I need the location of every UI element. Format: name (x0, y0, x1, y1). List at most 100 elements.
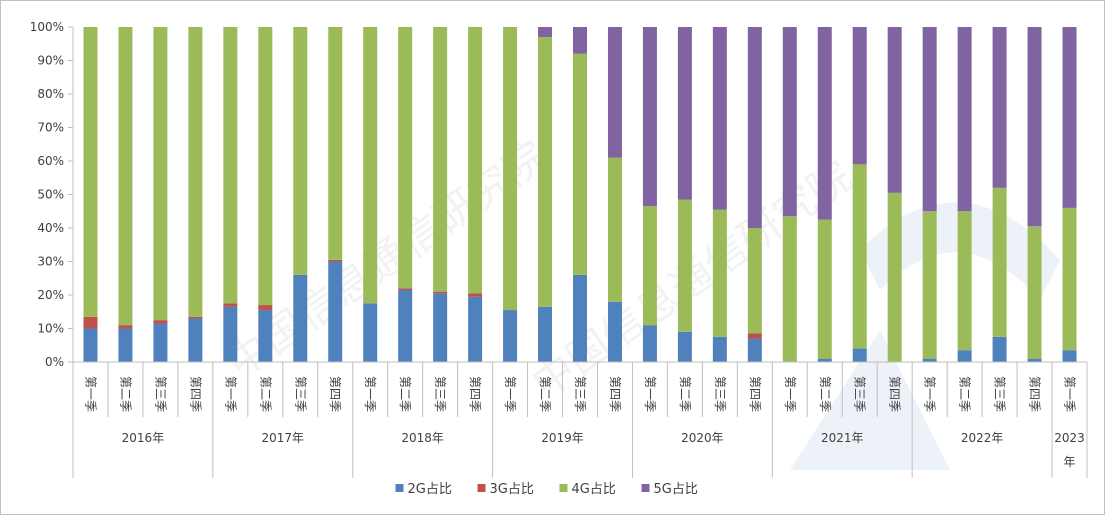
bar-segment-2G占比 (922, 358, 937, 362)
bar-segment-2G占比 (712, 336, 727, 363)
bar-segment-4G占比 (887, 192, 902, 362)
bar-segment-3G占比 (328, 259, 343, 262)
bar-segment-2G占比 (642, 325, 657, 362)
bar-segment-4G占比 (747, 228, 762, 334)
y-tick-label: 50% (37, 188, 64, 202)
bar-segment-4G占比 (328, 27, 343, 260)
bar-segment-4G占比 (153, 27, 168, 321)
x-category-label: 第四季 (328, 376, 342, 412)
bar-segment-2G占比 (258, 310, 273, 362)
x-category-label: 第四季 (608, 376, 622, 412)
bar-segment-2G占比 (573, 274, 587, 362)
bar-segment-2G占比 (83, 328, 98, 362)
x-category-label: 第四季 (1028, 376, 1042, 412)
bar-segment-5G占比 (642, 27, 657, 207)
bar-segment-5G占比 (992, 27, 1007, 188)
watermark-logo-stroke (790, 330, 950, 470)
y-tick-label: 90% (37, 54, 64, 68)
legend-swatch (395, 484, 404, 492)
legend-label: 2G占比 (408, 482, 452, 497)
x-category-label: 第一季 (503, 376, 517, 412)
bar-segment-3G占比 (747, 333, 762, 339)
y-tick-label: 30% (37, 255, 64, 269)
bar-segment-4G占比 (1062, 207, 1077, 351)
x-year-label-suffix: 年 (1064, 455, 1076, 469)
x-category-label: 第一季 (783, 376, 797, 412)
x-year-label: 2021年 (821, 431, 864, 445)
bar-segment-2G占比 (363, 303, 378, 363)
bar-segment-5G占比 (712, 27, 727, 210)
bar-segment-2G占比 (1027, 358, 1042, 362)
x-category-label: 第四季 (188, 376, 202, 412)
x-category-label: 第二季 (538, 376, 552, 412)
bar-segment-4G占比 (922, 211, 937, 359)
x-year-label: 2022年 (961, 431, 1004, 445)
bar-segment-4G占比 (677, 199, 692, 332)
bar-segment-4G占比 (642, 206, 657, 326)
x-year-label: 2017年 (262, 431, 305, 445)
bar-segment-5G占比 (1062, 27, 1077, 208)
bar-segment-5G占比 (538, 27, 553, 38)
bar-segment-5G占比 (887, 27, 902, 193)
bar-segment-5G占比 (782, 27, 797, 217)
x-category-label: 第三季 (713, 376, 727, 412)
bar-segment-2G占比 (223, 306, 238, 362)
bar-segment-5G占比 (573, 27, 587, 54)
y-axis: 0% 10% 20% 30% 40% 50% 60% 70% 80% 90% 100% (30, 20, 74, 369)
bar-segment-5G占比 (607, 27, 622, 158)
x-year-label: 2019年 (541, 431, 584, 445)
x-year-label: 2023 (1054, 431, 1085, 445)
y-tick-label: 80% (37, 87, 64, 101)
legend-label: 3G占比 (490, 482, 534, 497)
bar-segment-5G占比 (957, 27, 972, 212)
x-category-label: 第四季 (888, 376, 902, 412)
bar-segment-4G占比 (573, 53, 587, 275)
bar-segment-4G占比 (852, 164, 867, 349)
x-year-label: 2016年 (122, 431, 165, 445)
legend-swatch (641, 484, 650, 492)
legend: 2G占比 3G占比 4G占比 5G占比 (395, 482, 698, 497)
bar-segment-4G占比 (83, 27, 98, 317)
x-category-label: 第一季 (223, 376, 237, 412)
bar-segment-3G占比 (153, 320, 168, 324)
y-tick-label: 20% (37, 288, 64, 302)
x-year-label: 2018年 (401, 431, 444, 445)
bar-segment-4G占比 (188, 27, 203, 317)
bar-segment-3G占比 (188, 316, 203, 319)
bar-segment-4G占比 (957, 211, 972, 351)
bar-segment-5G占比 (1027, 27, 1042, 227)
bar-segment-2G占比 (852, 348, 867, 362)
bar-segment-4G占比 (782, 216, 797, 362)
bar-segment-3G占比 (468, 293, 483, 297)
x-category-label: 第三季 (993, 376, 1007, 412)
legend-label: 4G占比 (572, 482, 616, 497)
bar-segment-4G占比 (433, 27, 448, 292)
bars (83, 27, 1077, 363)
bar-segment-2G占比 (957, 350, 972, 362)
x-category-label: 第一季 (643, 376, 657, 412)
bar-segment-4G占比 (398, 27, 413, 289)
bar-segment-3G占比 (118, 325, 133, 329)
x-category-label: 第三季 (433, 376, 447, 412)
x-category-label: 第四季 (468, 376, 482, 412)
bar-segment-2G占比 (188, 318, 203, 362)
bar-segment-4G占比 (712, 209, 727, 337)
legend-swatch (477, 484, 486, 492)
x-category-label: 第一季 (363, 376, 377, 412)
bar-segment-5G占比 (677, 27, 692, 200)
bar-segment-5G占比 (747, 27, 762, 228)
bar-segment-3G占比 (258, 305, 273, 311)
bar-segment-5G占比 (922, 27, 937, 212)
x-category-label: 第二季 (258, 376, 272, 412)
y-tick-label: 40% (37, 221, 64, 235)
bar-segment-5G占比 (817, 27, 832, 220)
bar-segment-2G占比 (607, 301, 622, 362)
legend-label: 5G占比 (654, 482, 698, 497)
bar-segment-4G占比 (538, 37, 553, 307)
x-category-label: 第三季 (293, 376, 307, 412)
y-tick-label: 10% (37, 322, 64, 336)
bar-segment-2G占比 (328, 261, 343, 362)
bar-segment-4G占比 (293, 27, 308, 275)
bar-segment-3G占比 (223, 303, 238, 307)
